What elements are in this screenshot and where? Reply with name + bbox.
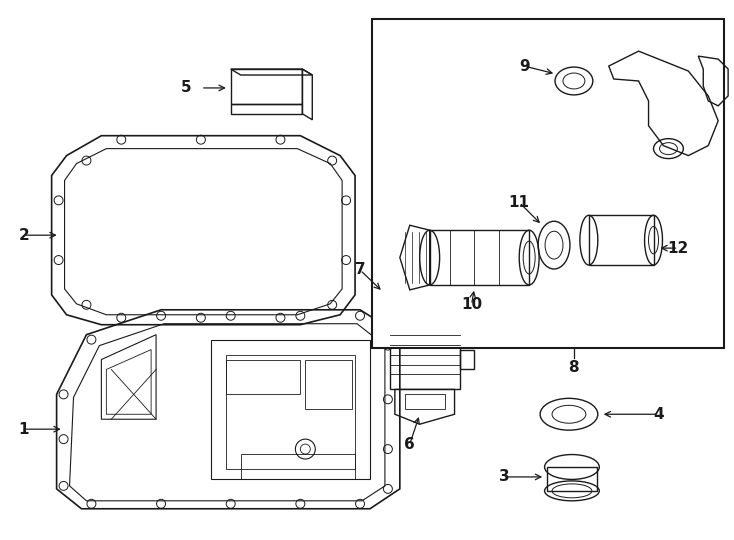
Text: 3: 3 — [499, 469, 509, 484]
Text: 6: 6 — [404, 437, 415, 451]
Text: 2: 2 — [18, 228, 29, 242]
Text: 7: 7 — [355, 262, 366, 278]
Text: 5: 5 — [181, 80, 192, 96]
Bar — [589, 215, 653, 265]
Text: 10: 10 — [461, 298, 482, 312]
Text: 9: 9 — [519, 58, 529, 73]
Text: 12: 12 — [668, 241, 689, 255]
Text: 8: 8 — [569, 360, 579, 375]
Bar — [429, 230, 529, 285]
Bar — [372, 19, 724, 348]
Text: 11: 11 — [509, 195, 530, 210]
Text: 1: 1 — [18, 422, 29, 437]
Text: 4: 4 — [653, 407, 664, 422]
